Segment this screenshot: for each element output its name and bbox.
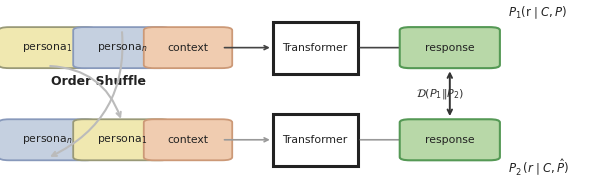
Text: persona$_n$: persona$_n$ — [97, 41, 147, 54]
Text: $P_1(\mathrm{r}\mid C,P)$: $P_1(\mathrm{r}\mid C,P)$ — [508, 4, 568, 21]
FancyBboxPatch shape — [0, 27, 96, 68]
FancyBboxPatch shape — [400, 119, 500, 160]
Text: $\cdots$: $\cdots$ — [78, 132, 93, 147]
Text: response: response — [425, 135, 475, 145]
Text: Transformer: Transformer — [283, 43, 347, 53]
Text: $\mathcal{D}(P_1\|P_2)$: $\mathcal{D}(P_1\|P_2)$ — [416, 87, 465, 101]
FancyBboxPatch shape — [273, 114, 358, 166]
Text: context: context — [168, 135, 208, 145]
Text: $\cdots$: $\cdots$ — [78, 40, 93, 55]
Text: Transformer: Transformer — [283, 135, 347, 145]
Text: persona$_1$: persona$_1$ — [23, 41, 72, 54]
FancyBboxPatch shape — [73, 119, 170, 160]
Text: context: context — [168, 43, 208, 53]
FancyBboxPatch shape — [144, 119, 232, 160]
Text: $P_2\,(r\mid C,\hat{P})$: $P_2\,(r\mid C,\hat{P})$ — [508, 157, 570, 178]
Text: response: response — [425, 43, 475, 53]
FancyBboxPatch shape — [400, 27, 500, 68]
Text: persona$_n$: persona$_n$ — [22, 133, 72, 146]
FancyBboxPatch shape — [144, 27, 232, 68]
FancyBboxPatch shape — [73, 27, 170, 68]
Text: persona$_1$: persona$_1$ — [97, 133, 147, 146]
FancyBboxPatch shape — [273, 22, 358, 74]
FancyBboxPatch shape — [0, 119, 96, 160]
Text: Order Shuffle: Order Shuffle — [51, 75, 146, 88]
